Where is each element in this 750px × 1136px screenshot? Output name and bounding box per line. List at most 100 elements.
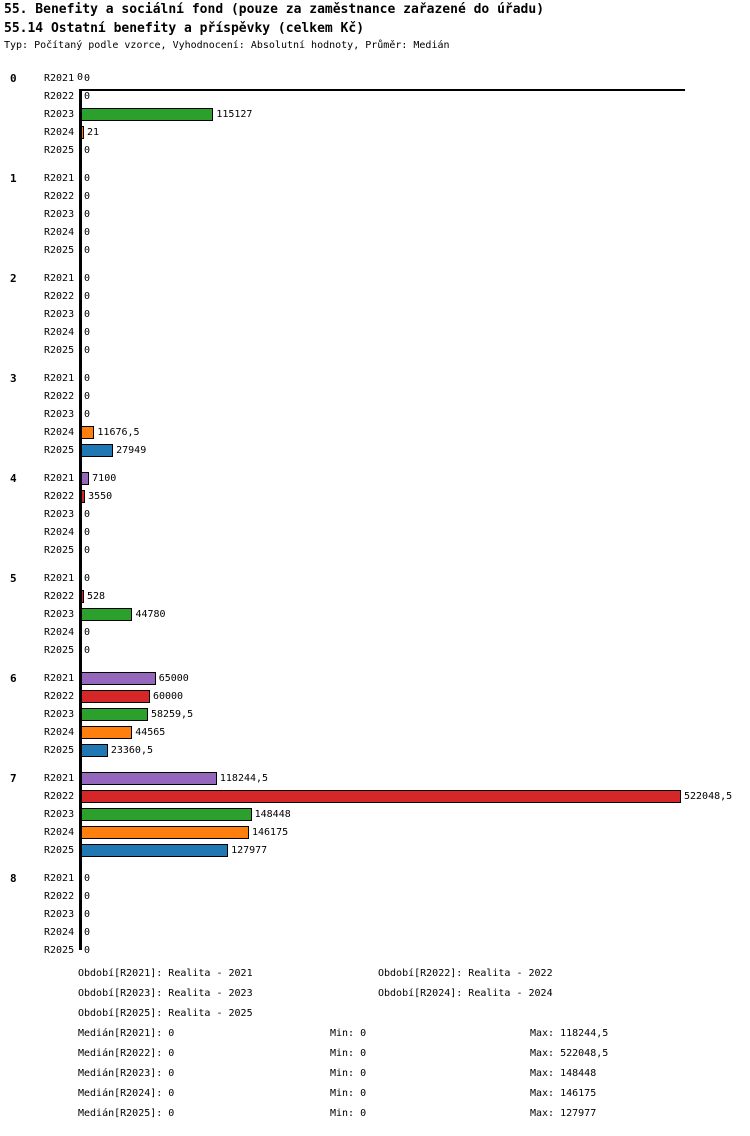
bar-r2024[interactable] — [81, 726, 133, 739]
bar-r2023[interactable] — [81, 708, 148, 721]
chart-row[interactable]: R2022 522048,5 — [0, 788, 750, 806]
chart-row[interactable]: R2023 0 — [0, 906, 750, 924]
chart-row[interactable]: 3 R2021 0 — [0, 370, 750, 388]
chart-row[interactable]: R2022 0 — [0, 288, 750, 306]
median-value: Medián[R2024]: 0 — [78, 1088, 175, 1099]
chart-row[interactable]: R2024 21 — [0, 124, 750, 142]
row-period-label: R2021 — [44, 773, 75, 784]
bar-value-label: 148448 — [254, 809, 291, 820]
bar-r2024[interactable] — [81, 826, 249, 839]
row-period-label: R2021 — [44, 473, 75, 484]
bar-value-label: 0 — [84, 527, 91, 538]
chart-row[interactable]: R2024 0 — [0, 624, 750, 642]
row-period-label: R2022 — [44, 891, 75, 902]
bar-value-label: 0 — [84, 245, 91, 256]
chart-row[interactable]: 0 R2021 0 — [0, 70, 750, 88]
chart-row[interactable]: 1 R2021 0 — [0, 170, 750, 188]
max-value: Max: 522048,5 — [530, 1048, 609, 1059]
group-separator — [0, 160, 750, 170]
chart-row[interactable]: R2023 0 — [0, 406, 750, 424]
bar-r2025[interactable] — [81, 844, 229, 857]
bar-r2021[interactable] — [81, 772, 217, 785]
chart-row[interactable]: 8 R2021 0 — [0, 870, 750, 888]
statistics-block: Medián[R2021]: 0 Min: 0 Max: 118244,5 Mediá… — [0, 1028, 750, 1128]
chart-row[interactable]: R2024 0 — [0, 524, 750, 542]
bar-r2021[interactable] — [81, 472, 90, 485]
bar-r2025[interactable] — [81, 444, 114, 457]
chart-row[interactable]: R2025 0 — [0, 242, 750, 260]
chart-row[interactable]: 7 R2021 118244,5 — [0, 770, 750, 788]
group-number-label: 0 — [10, 72, 17, 85]
chart-row[interactable]: R2025 127977 — [0, 842, 750, 860]
min-value: Min: 0 — [330, 1068, 367, 1079]
min-value: Min: 0 — [330, 1048, 367, 1059]
row-period-label: R2022 — [44, 691, 75, 702]
row-period-label: R2021 — [44, 873, 75, 884]
chart-row[interactable]: R2022 0 — [0, 188, 750, 206]
bar-r2025[interactable] — [81, 744, 108, 757]
bar-r2022[interactable] — [81, 790, 681, 803]
chart-footer: Období[R2021]: Realita - 2021 Období[R202… — [0, 968, 750, 1128]
bar-r2022[interactable] — [81, 690, 150, 703]
chart-row[interactable]: R2024 146175 — [0, 824, 750, 842]
chart-row[interactable]: 4 R2021 7100 — [0, 470, 750, 488]
chart-row[interactable]: R2022 3550 — [0, 488, 750, 506]
chart-row[interactable]: R2023 0 — [0, 206, 750, 224]
chart-row[interactable]: R2023 0 — [0, 506, 750, 524]
chart-row[interactable]: 2 R2021 0 — [0, 270, 750, 288]
chart-row[interactable]: 6 R2021 65000 — [0, 670, 750, 688]
row-period-label: R2022 — [44, 391, 75, 402]
bar-value-label: 0 — [84, 145, 91, 156]
chart-row[interactable]: R2022 60000 — [0, 688, 750, 706]
chart-row[interactable]: R2025 27949 — [0, 442, 750, 460]
bar-value-label: 0 — [84, 573, 91, 584]
row-period-label: R2022 — [44, 191, 75, 202]
chart-row[interactable]: R2025 0 — [0, 942, 750, 960]
bar-value-label: 0 — [84, 391, 91, 402]
chart-row[interactable]: R2023 44780 — [0, 606, 750, 624]
chart-row[interactable]: R2022 528 — [0, 588, 750, 606]
row-period-label: R2025 — [44, 845, 75, 856]
legend-entry: Období[R2022]: Realita - 2022 — [378, 968, 553, 979]
chart-row[interactable]: R2023 58259,5 — [0, 706, 750, 724]
bar-r2022[interactable] — [81, 490, 86, 503]
chart-row[interactable]: R2024 44565 — [0, 724, 750, 742]
bar-r2022[interactable] — [81, 590, 84, 603]
chart-row[interactable]: R2025 0 — [0, 642, 750, 660]
bar-r2021[interactable] — [81, 672, 156, 685]
chart-row[interactable]: R2024 11676,5 — [0, 424, 750, 442]
chart-row[interactable]: R2023 0 — [0, 306, 750, 324]
bar-value-label: 3550 — [88, 491, 113, 502]
bar-r2024[interactable] — [81, 426, 95, 439]
chart-row[interactable]: R2022 0 — [0, 88, 750, 106]
chart-row[interactable]: R2025 23360,5 — [0, 742, 750, 760]
bar-value-label: 0 — [84, 909, 91, 920]
chart-row[interactable]: R2024 0 — [0, 324, 750, 342]
chart-row[interactable]: R2025 0 — [0, 142, 750, 160]
bar-r2023[interactable] — [81, 608, 133, 621]
group-separator — [0, 260, 750, 270]
bar-value-label: 0 — [84, 209, 91, 220]
chart-row[interactable]: R2024 0 — [0, 924, 750, 942]
row-period-label: R2023 — [44, 509, 75, 520]
group-separator — [0, 460, 750, 470]
chart-row[interactable]: 5 R2021 0 — [0, 570, 750, 588]
bar-r2023[interactable] — [81, 808, 252, 821]
zero-axis-line — [79, 89, 82, 950]
row-period-label: R2024 — [44, 427, 75, 438]
bar-r2023[interactable] — [81, 108, 214, 121]
chart-row[interactable]: R2024 0 — [0, 224, 750, 242]
chart-row[interactable]: R2025 0 — [0, 542, 750, 560]
chart-row[interactable]: R2022 0 — [0, 888, 750, 906]
bar-value-label: 0 — [84, 891, 91, 902]
bar-r2024[interactable] — [81, 126, 84, 139]
chart-row[interactable]: R2022 0 — [0, 388, 750, 406]
row-period-label: R2022 — [44, 591, 75, 602]
chart-row[interactable]: R2023 148448 — [0, 806, 750, 824]
chart-row[interactable]: R2023 115127 — [0, 106, 750, 124]
chart-row[interactable]: R2025 0 — [0, 342, 750, 360]
chart-group: 7 R2021 118244,5 R2022 522048,5 R2023 148448 R2… — [0, 770, 750, 860]
chart-groups: 0 R2021 0 R2022 0 R2023 115127 R2024 21 R2025 0 1 R2… — [0, 70, 750, 960]
row-period-label: R2025 — [44, 145, 75, 156]
bar-value-label: 44780 — [135, 609, 166, 620]
